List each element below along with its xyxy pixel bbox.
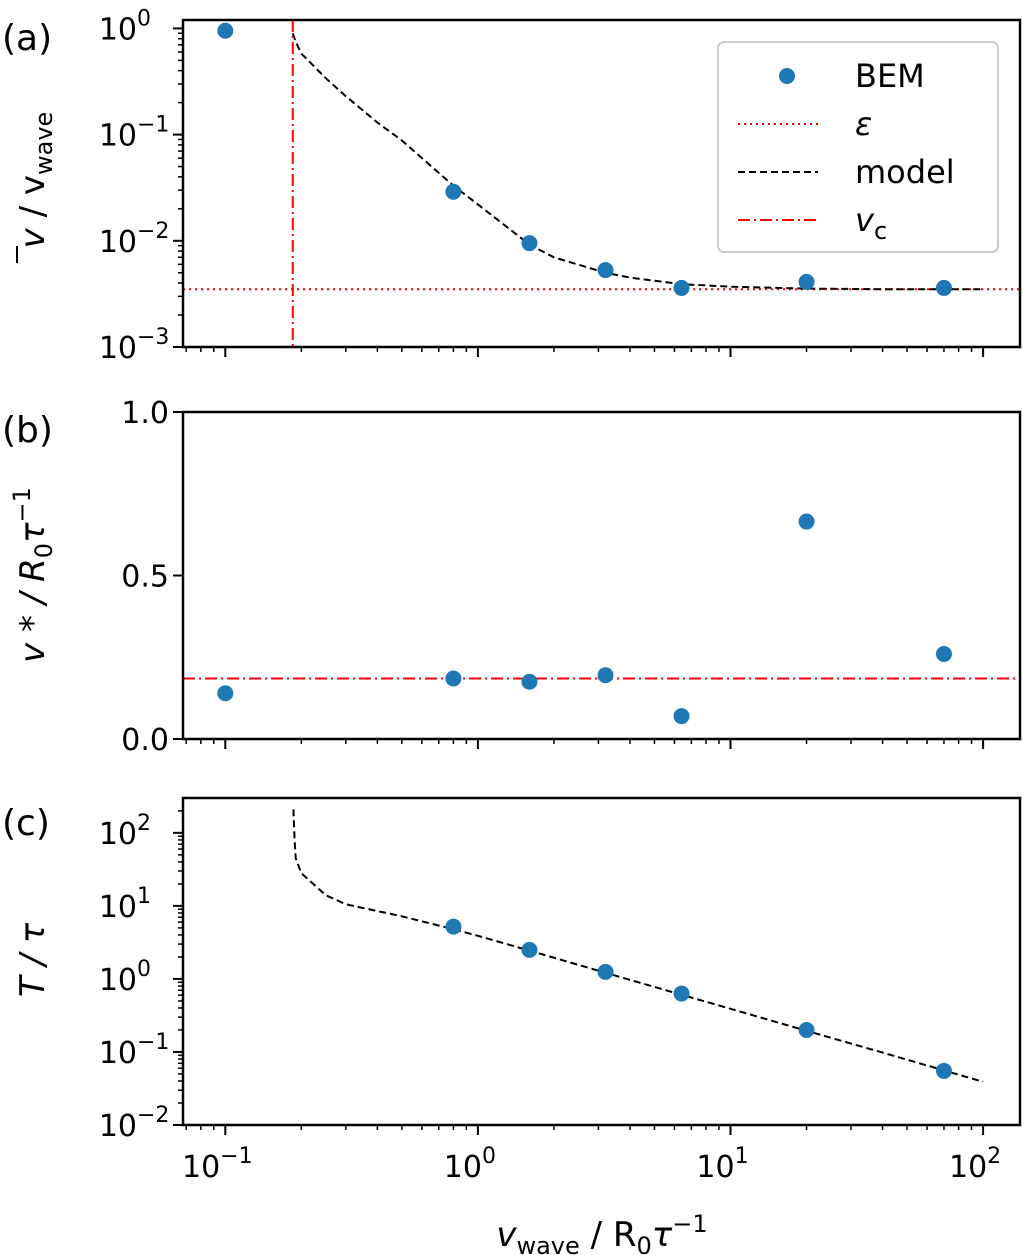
y-axis-label-c: T / τ [13,922,53,997]
y-tick-label: 10 [99,331,137,366]
y-tick-exponent: 0 [137,6,151,31]
bem-point [935,645,952,662]
bem-point [217,685,234,702]
bem-point [445,918,462,935]
bem-point [798,1021,815,1038]
bem-point [521,235,538,252]
x-tick-label: 100 [444,1144,496,1185]
bem-point [521,673,538,690]
y-tick-label: 1.0 [121,396,169,431]
bem-point [673,708,690,725]
x-axis-label: vwave / R0τ−1 [496,1210,707,1255]
y-axis-label-a: v / vwave [13,112,58,263]
legend-label: BEM [855,57,925,95]
y-tick-exponent: −3 [137,325,169,350]
y-axis-label-b: v * / R0τ−1 [8,487,58,663]
panel-label-c: (c) [2,803,50,844]
y-tick-label: 10 [99,1036,137,1071]
model-curve [292,809,984,1083]
bem-point [521,941,538,958]
y-tick-label: 10 [99,119,137,154]
y-tick-label: 10 [99,1109,137,1144]
legend-label: ε [855,105,872,143]
svg-text:T / τ: T / τ [13,922,53,997]
axes-frame [181,796,1022,1127]
series-group [292,809,984,1083]
bem-point [445,183,462,200]
bem-point [673,279,690,296]
legend-label: vc [855,201,887,245]
axes-frame [181,18,1022,349]
x-tick-label: 10−1 [182,1144,253,1185]
y-tick-exponent: −2 [137,1103,169,1128]
bem-point [217,22,234,39]
x-tick-label: 101 [696,1144,748,1185]
bem-point [597,262,614,279]
bem-point [597,963,614,980]
axes-frame [181,410,1022,741]
bem-point [935,279,952,296]
y-tick-exponent: 0 [137,957,151,982]
bem-point [597,667,614,684]
x-tick-label: 102 [949,1144,1001,1185]
y-tick-label: 0.5 [121,560,169,595]
y-tick-exponent: 2 [137,811,151,836]
svg-text:v * / R0τ−1: v * / R0τ−1 [8,487,58,663]
y-tick-exponent: 1 [137,884,151,909]
panel-label-b: (b) [2,410,53,451]
y-tick-label: 10 [99,225,137,260]
svg-text:v / vwave: v / vwave [13,112,58,249]
legend-label: model [855,153,955,191]
y-tick-label: 10 [99,817,137,852]
y-tick-label: 0.0 [121,723,169,758]
bem-point [798,513,815,530]
y-tick-label: 10 [99,963,137,998]
legend-marker-bem [779,68,795,84]
y-tick-exponent: −2 [137,219,169,244]
y-tick-exponent: −1 [137,113,169,138]
y-tick-label: 10 [99,12,137,47]
bem-point [445,670,462,687]
y-tick-exponent: −1 [137,1030,169,1055]
legend-box [717,41,999,253]
bem-point [935,1062,952,1079]
panel-b: 0.0 0.5 1.0 [121,396,1022,758]
bem-point [673,985,690,1002]
y-tick-label: 10 [99,890,137,925]
panel-label-a: (a) [2,18,52,59]
legend: BEM ε model vc [717,41,999,253]
bem-point [798,273,815,290]
